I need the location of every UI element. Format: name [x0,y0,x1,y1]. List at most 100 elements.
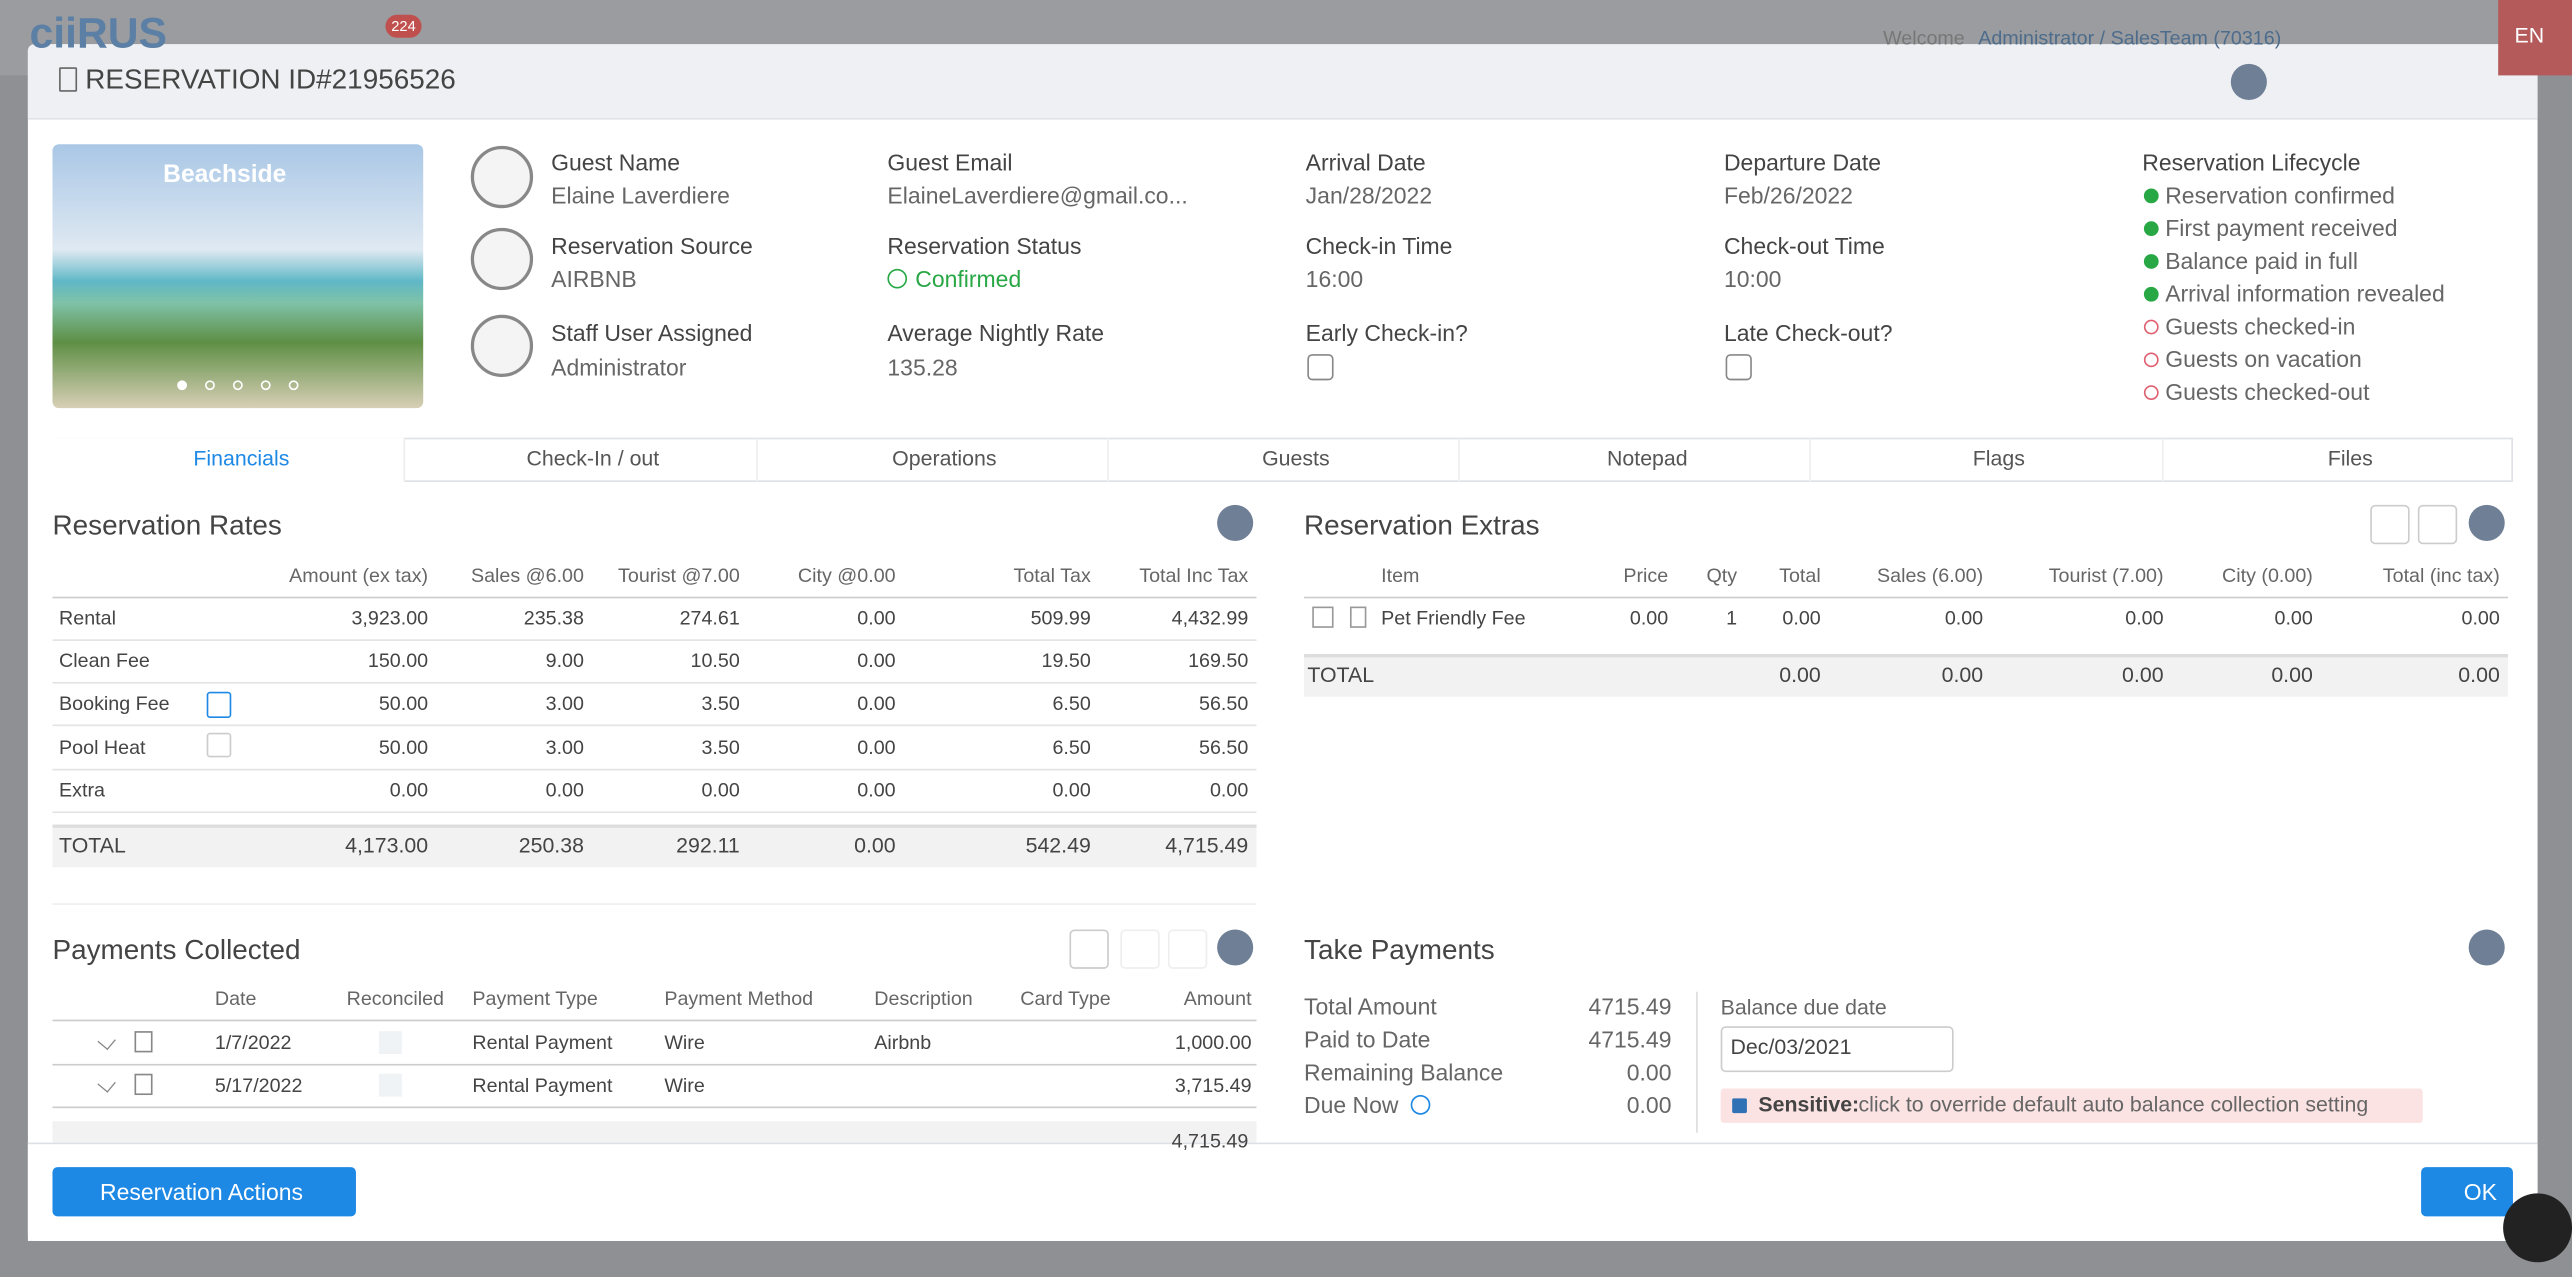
checkbox[interactable] [1725,354,1752,381]
field-value[interactable]: Jan/28/2022 [1305,181,1433,209]
tab[interactable] [2161,437,2512,482]
tab[interactable] [1809,437,2161,482]
tab-label[interactable]: Check-In / out [526,445,660,471]
carousel-dot[interactable] [260,380,271,391]
sensitive-box[interactable] [1720,1088,2423,1123]
cell: 56.50 [1199,735,1249,759]
total-cell: 0.00 [1941,662,1984,687]
tab[interactable] [755,437,1106,482]
tab-label[interactable]: Financials [193,445,290,471]
expand-button[interactable] [1217,504,1254,541]
checkbox[interactable] [1307,354,1334,381]
expand-button[interactable] [2468,929,2505,966]
ok-label[interactable]: OK [2463,1178,2497,1205]
field-value[interactable]: 135.28 [887,354,958,381]
tab[interactable] [403,437,755,482]
copy-button[interactable] [2417,504,2458,545]
ok-button[interactable] [2421,1167,2513,1217]
cell: 0.00 [857,606,896,630]
expand-button[interactable] [1217,929,1254,966]
column-header: Total (inc tax) [2382,563,2500,587]
carousel-dot[interactable] [232,380,243,391]
field-value[interactable]: 10:00 [1723,265,1782,292]
divider [1696,991,1698,1133]
column-header: Description [874,986,973,1010]
field-value[interactable]: ElaineLaverdiere@gmail.co... [887,181,1188,209]
field-value[interactable]: Administrator [551,354,687,381]
carousel-dot[interactable] [205,380,215,391]
total-cell: 4,715.49 [1165,832,1249,858]
language-button [2498,0,2572,76]
actions-label[interactable]: Reservation Actions [100,1178,304,1205]
refresh-icon[interactable] [1410,1095,1431,1115]
summary-value: 4715.49 [1588,1026,1672,1053]
reconciled-checkbox[interactable] [378,1073,402,1097]
cell: 0.00 [1944,606,1984,630]
cell: 56.50 [1199,692,1249,716]
checkbox[interactable] [206,732,232,758]
column-header: Item [1381,563,1420,587]
delete-icon[interactable] [134,1073,153,1096]
tab[interactable] [1458,437,1809,482]
doc-icon [59,67,78,92]
help-button[interactable] [2503,1193,2572,1263]
field-value[interactable]: Feb/26/2022 [1723,181,1853,209]
tab[interactable] [52,437,404,482]
row-divider [52,1019,1257,1022]
column-header: Total Tax [1013,563,1091,587]
field-value[interactable]: AIRBNB [551,265,637,292]
total-cell: 0.00 [1779,662,1821,687]
tab-label[interactable]: Guests [1262,445,1330,471]
carousel-dot[interactable] [288,380,299,391]
lifecycle-step: Guests checked-in [2165,313,2356,340]
expand-button[interactable] [2468,504,2505,541]
edit-icon[interactable] [1312,606,1334,628]
reconciled-checkbox[interactable] [378,1031,402,1055]
cell: Pet Friendly Fee [1381,606,1526,630]
carousel-dot[interactable] [177,380,187,391]
cell: 6.50 [1052,692,1091,716]
undo-button[interactable] [1167,929,1208,969]
field-label: Late Check-out? [1723,319,1893,346]
field-value[interactable]: Confirmed [915,265,1022,292]
cell: 0.00 [1782,606,1821,630]
section-title: Take Payments [1304,934,1495,966]
field-label: Arrival Date [1305,149,1426,176]
cell: 150.00 [367,649,429,673]
total-cell: 0.00 [2458,662,2500,687]
fullscreen-button[interactable] [2230,63,2267,100]
column-header: Amount (ex tax) [289,563,429,587]
cell: 6.50 [1052,735,1091,759]
actions-button[interactable] [52,1167,356,1217]
due-date[interactable]: Dec/03/2021 [1730,1034,1852,1059]
save-button[interactable] [1120,929,1160,969]
delete-icon[interactable] [1349,606,1367,628]
cell: 509.99 [1030,606,1091,630]
total-label: TOTAL [59,832,126,858]
sensitive-checkbox[interactable] [1732,1098,1747,1114]
tab-label[interactable]: Files [2327,445,2373,471]
row-divider [1304,596,2509,599]
photo[interactable] [52,144,424,409]
field-value[interactable]: 16:00 [1305,265,1364,292]
tab-label[interactable]: Notepad [1607,445,1688,471]
status-icon [887,268,908,289]
lifecycle-step: Reservation confirmed [2165,181,2395,209]
delete-icon[interactable] [134,1031,153,1053]
field-label: Guest Email [887,149,1013,176]
add-button[interactable] [2370,504,2410,545]
total-cell: 4,173.00 [345,832,429,858]
field-label: Guest Name [551,149,681,176]
tab-label[interactable]: Flags [1972,445,2025,471]
row-name: Extra [59,778,106,802]
status-dot [2143,254,2159,269]
field-value[interactable]: Elaine Laverdiere [551,181,730,209]
tab-label[interactable]: Operations [892,445,997,471]
tab[interactable] [1106,437,1458,482]
summary-label: Due Now [1304,1091,1399,1118]
calculator-icon[interactable] [206,691,232,719]
summary-label: Total Amount [1304,993,1437,1020]
date-input[interactable] [1720,1026,1954,1073]
cell: 169.50 [1188,649,1249,673]
add-button[interactable] [1069,929,1109,969]
